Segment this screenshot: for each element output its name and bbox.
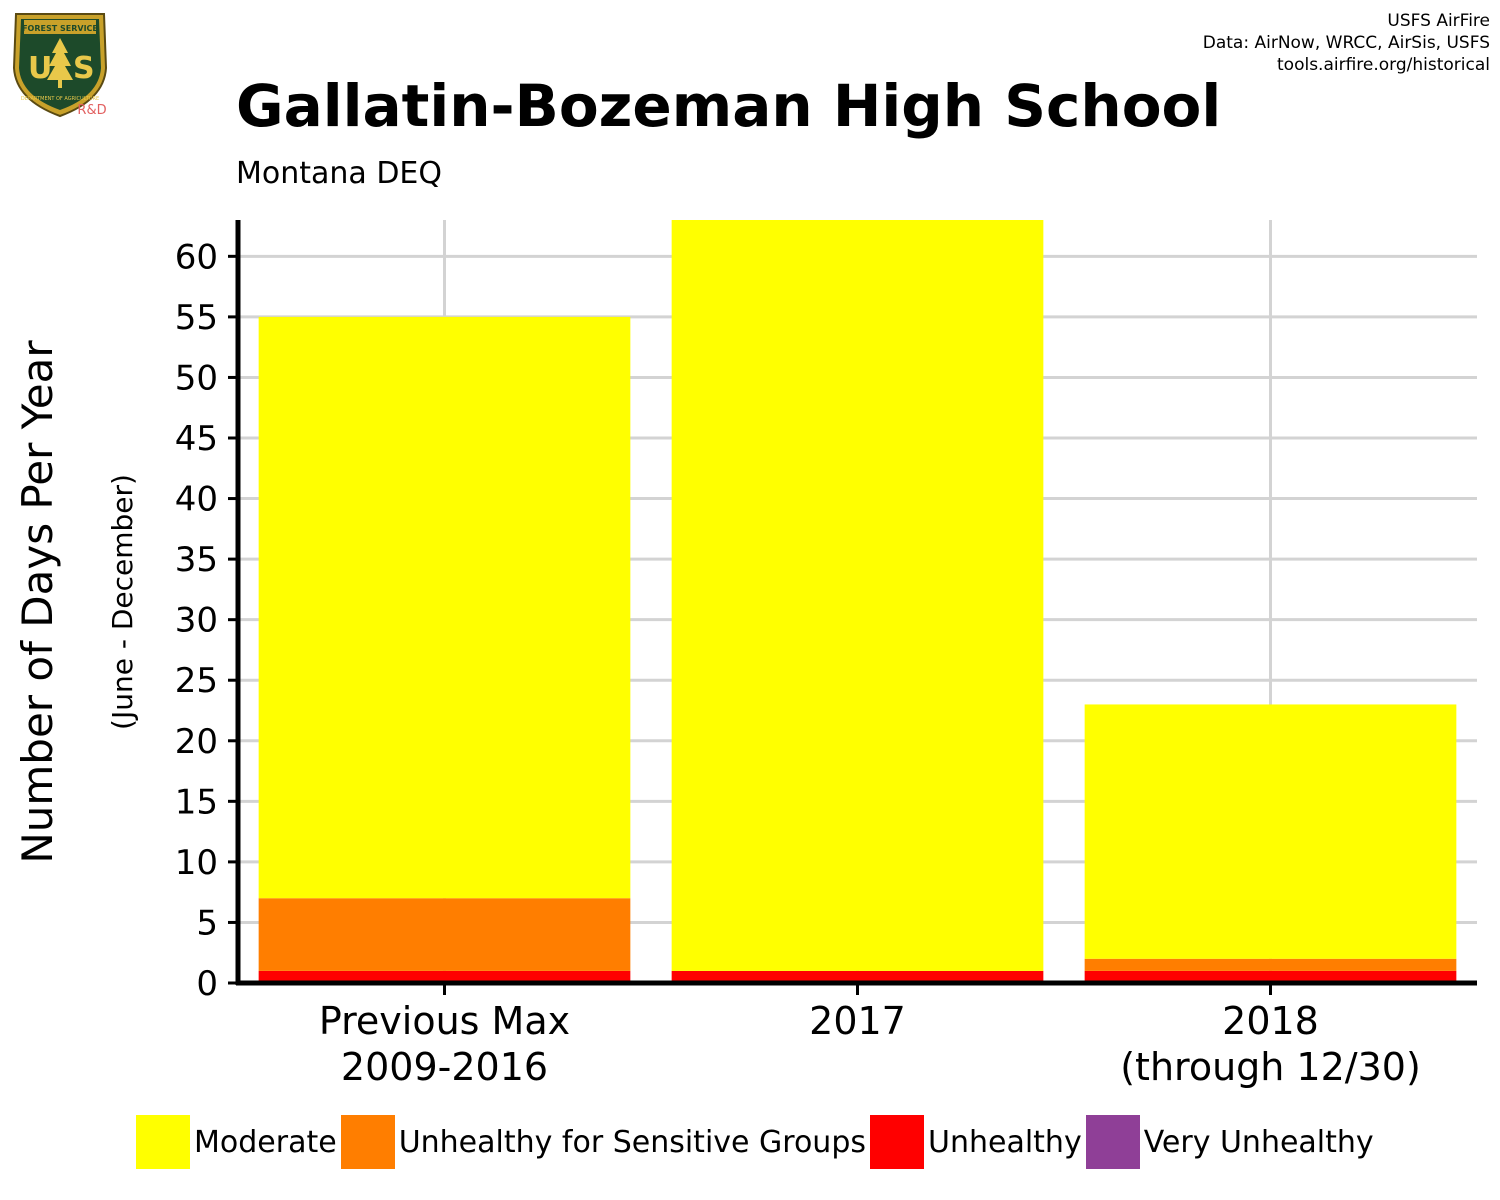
credit-line: Data: AirNow, WRCC, AirSis, USFS [1202, 33, 1490, 53]
legend-item-unhealthy: Unhealthy [870, 1115, 1082, 1169]
y-tick-label: 30 [175, 601, 218, 641]
chart-title: Gallatin-Bozeman High School [236, 72, 1222, 140]
y-tick-label: 55 [175, 298, 218, 338]
legend-swatch [1085, 1115, 1140, 1169]
x-tick-label: 2017 [809, 999, 906, 1043]
bar-segment-unhealthy-for-sensitive-groups [1084, 958, 1457, 971]
bar-segment-moderate [258, 316, 631, 899]
credits-block: USFS AirFire Data: AirNow, WRCC, AirSis,… [1203, 10, 1490, 76]
bar-segment-unhealthy [258, 970, 631, 983]
legend-label: Very Unhealthy [1143, 1124, 1374, 1160]
x-tick-label: 2009-2016 [341, 1045, 548, 1089]
bar-segment-unhealthy [671, 970, 1044, 983]
y-tick-label: 5 [196, 903, 218, 943]
tree-icon [47, 38, 73, 80]
logo-rd-tag: R&D [77, 103, 106, 118]
credit-line: tools.airfire.org/historical [1277, 55, 1490, 75]
credit-line: USFS AirFire [1387, 11, 1490, 31]
bar-segment-moderate [1084, 704, 1457, 959]
y-tick-label: 45 [175, 419, 218, 459]
legend-label: Unhealthy for Sensitive Groups [398, 1124, 866, 1160]
legend-swatch [340, 1115, 395, 1169]
y-tick-label: 0 [196, 964, 218, 1004]
y-axis-title: Number of Days Per Year [13, 340, 62, 864]
legend-item-usg: Unhealthy for Sensitive Groups [340, 1115, 866, 1169]
stacked-bar-chart: 0 5 10 15 20 25 30 35 40 45 50 55 60 Previous Max2009… [13, 220, 1477, 1089]
logo-letter-u: U [28, 51, 52, 86]
y-tick-label: 20 [175, 722, 218, 762]
logo-top-text: FOREST SERVICE [22, 24, 98, 33]
bar-segment-unhealthy [1084, 970, 1457, 983]
x-tick-label: Previous Max [319, 999, 570, 1043]
legend-label: Moderate [194, 1124, 337, 1160]
bar-segment-unhealthy-for-sensitive-groups [258, 898, 631, 971]
y-tick-label: 25 [175, 661, 218, 701]
legend-swatch [870, 1115, 924, 1169]
usfs-logo: FOREST SERVICE U S DEPARTMENT OF AGRICUL… [12, 13, 108, 118]
y-axis-subtitle: (June - December) [106, 474, 139, 730]
legend-label: Unhealthy [928, 1124, 1082, 1160]
legend-swatch [136, 1115, 190, 1169]
y-tick-label: 35 [175, 540, 218, 580]
y-tick-label: 15 [175, 782, 218, 822]
logo-bottom-text: DEPARTMENT OF AGRICULTURE [21, 96, 99, 102]
legend: Moderate Unhealthy for Sensitive Groups … [136, 1114, 1378, 1170]
bar-segment-moderate [671, 220, 1044, 971]
x-tick-label: (through 12/30) [1120, 1045, 1421, 1089]
y-tick-label: 50 [175, 358, 218, 398]
y-tick-label: 60 [175, 237, 218, 277]
legend-item-moderate: Moderate [136, 1115, 337, 1169]
legend-item-very-unhealthy: Very Unhealthy [1085, 1115, 1374, 1169]
y-tick-label: 10 [175, 843, 218, 883]
logo-letter-s: S [73, 51, 95, 86]
chart-subtitle: Montana DEQ [236, 156, 443, 191]
x-tick-label: 2018 [1222, 999, 1319, 1043]
y-tick-label: 40 [175, 480, 218, 520]
